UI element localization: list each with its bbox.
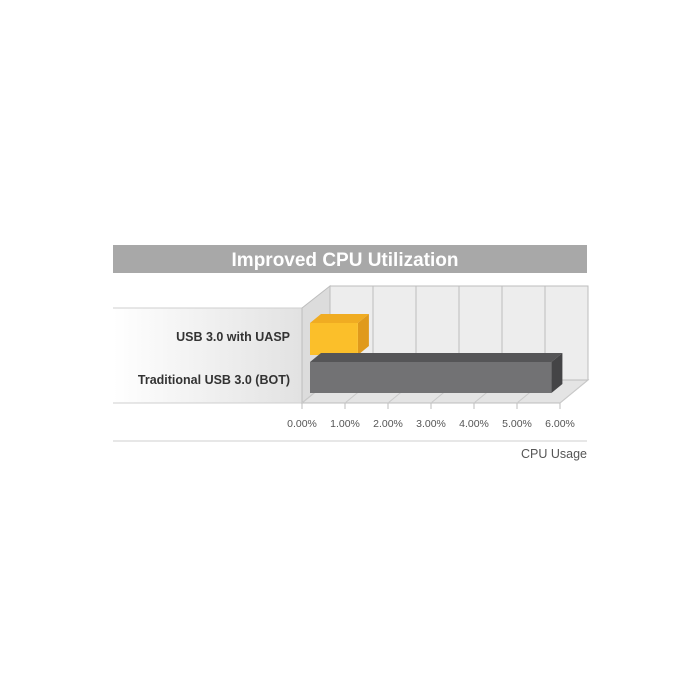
category-label-uasp: USB 3.0 with UASP <box>176 330 290 344</box>
floor-gridline <box>559 379 589 404</box>
bar-bot <box>310 362 552 393</box>
x-tick-label: 4.00% <box>459 418 489 430</box>
label-panel <box>113 308 302 403</box>
category-label-bot: Traditional USB 3.0 (BOT) <box>138 373 290 387</box>
bar-top <box>310 314 369 323</box>
bar-top <box>310 353 563 362</box>
x-axis-label: CPU Usage <box>521 447 587 461</box>
x-tick-label: 3.00% <box>416 418 446 430</box>
x-tick-label: 6.00% <box>545 418 575 430</box>
bar-uasp <box>310 323 358 355</box>
x-tick-label: 0.00% <box>287 418 317 430</box>
x-tick-label: 5.00% <box>502 418 532 430</box>
x-tick-label: 1.00% <box>330 418 360 430</box>
title-bar <box>113 245 587 273</box>
x-tick-label: 2.00% <box>373 418 403 430</box>
bar-side <box>357 314 369 355</box>
bar-side <box>551 353 563 393</box>
chart-title: Improved CPU Utilization <box>232 250 459 271</box>
